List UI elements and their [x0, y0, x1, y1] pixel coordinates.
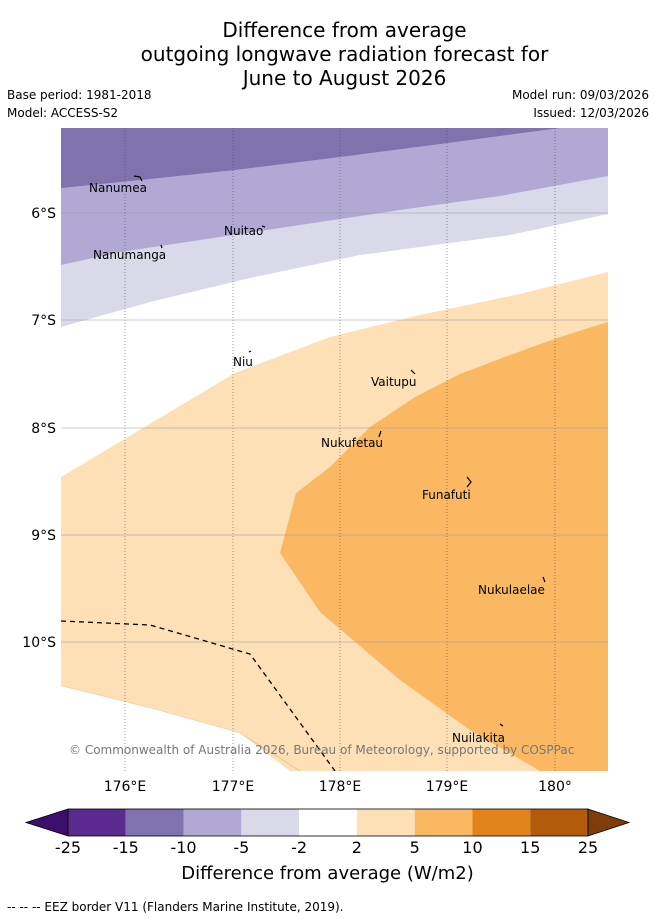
island-funafuti [466, 476, 472, 488]
colorbar-over-arrow [587, 808, 631, 837]
place-label-vaitupu: Vaitupu [371, 375, 417, 389]
colorbar-tick-label: 25 [577, 838, 599, 857]
colorbar-tick-label: -10 [170, 838, 197, 857]
colorbar-segment [414, 809, 473, 836]
island-nukufetau [378, 430, 382, 438]
lat-label-9: 9°S [31, 528, 56, 544]
lon-label-180: 180° [538, 779, 572, 795]
model-name: Model: ACCESS-S2 [7, 106, 119, 120]
place-label-nanumea: Nanumea [89, 181, 147, 195]
lat-label-7: 7°S [31, 313, 56, 329]
colorbar-segment [356, 809, 415, 836]
grid [124, 128, 556, 771]
island-nuilakita [499, 723, 504, 727]
island-niu [248, 350, 252, 353]
colorbar-segment [183, 809, 242, 836]
colorbar-tick-label: 5 [409, 838, 420, 857]
colorbar-tick-label: -2 [291, 838, 308, 857]
colorbar-under-arrow [24, 808, 69, 837]
colorbar-tick-label: 15 [520, 838, 541, 857]
colorbar-tick-label: 10 [462, 838, 483, 857]
colorbar-segment [241, 809, 300, 836]
colorbar-segment [472, 809, 531, 836]
colorbar-tick-label: -25 [54, 838, 82, 857]
lon-label-177: 177°E [212, 779, 255, 795]
eez-border [61, 620, 336, 771]
lat-label-8: 8°S [31, 421, 56, 437]
islands [133, 175, 546, 727]
place-label-nuitao: Nuitao [224, 224, 263, 238]
island-vaitupu [410, 369, 416, 375]
place-label-niu: Niu [233, 355, 253, 369]
island-nanumea [133, 175, 143, 182]
title-line-3: June to August 2026 [242, 66, 447, 90]
island-nukulaelae [542, 576, 546, 583]
place-label-nukulaelae: Nukulaelae [478, 583, 545, 597]
place-label-nukufetau: Nukufetau [321, 436, 383, 450]
eez-legend-note: -- -- -- EEZ border V11 (Flanders Marine… [7, 900, 344, 914]
lon-label-178: 178°E [319, 779, 362, 795]
lat-label-6: 6°S [31, 206, 56, 222]
colorbar-frame [67, 808, 589, 837]
colorbar [24, 808, 631, 837]
place-label-nuilakita: Nuilakita [452, 731, 505, 745]
lat-label-10: 10°S [22, 635, 56, 651]
colorbar-tick-label: -15 [112, 838, 139, 857]
title-line-1: Difference from average [222, 18, 467, 42]
band-neg-10-to-15 [61, 128, 560, 188]
band-pos-5-to-10 [280, 322, 608, 771]
island-nuitao [261, 225, 266, 228]
colorbar-segment [68, 809, 126, 836]
colorbar-segment [530, 809, 588, 836]
issued-date: Issued: 12/03/2026 [533, 106, 649, 120]
colorbar-tick-label: 2 [351, 838, 362, 857]
grid-lat [61, 212, 608, 643]
title-line-2: outgoing longwave radiation forecast for [140, 42, 549, 66]
place-label-nanumanga: Nanumanga [93, 248, 166, 262]
colorbar-title: Difference from average (W/m2) [181, 863, 474, 884]
model-run: Model run: 09/03/2026 [511, 88, 649, 102]
lon-label-179: 179°E [426, 779, 469, 795]
map-area: © Commonwealth of Australia 2026, Bureau… [61, 128, 608, 771]
lon-label-176: 176°E [104, 779, 147, 795]
island-nanumanga [160, 244, 163, 249]
colorbar-segment [125, 809, 184, 836]
place-label-funafuti: Funafuti [422, 488, 471, 502]
colorbar-segment [299, 809, 357, 836]
colorbar-tick-label: -5 [233, 838, 250, 857]
base-period: Base period: 1981-2018 [7, 88, 152, 102]
copyright-note: © Commonwealth of Australia 2026, Bureau… [69, 743, 574, 757]
